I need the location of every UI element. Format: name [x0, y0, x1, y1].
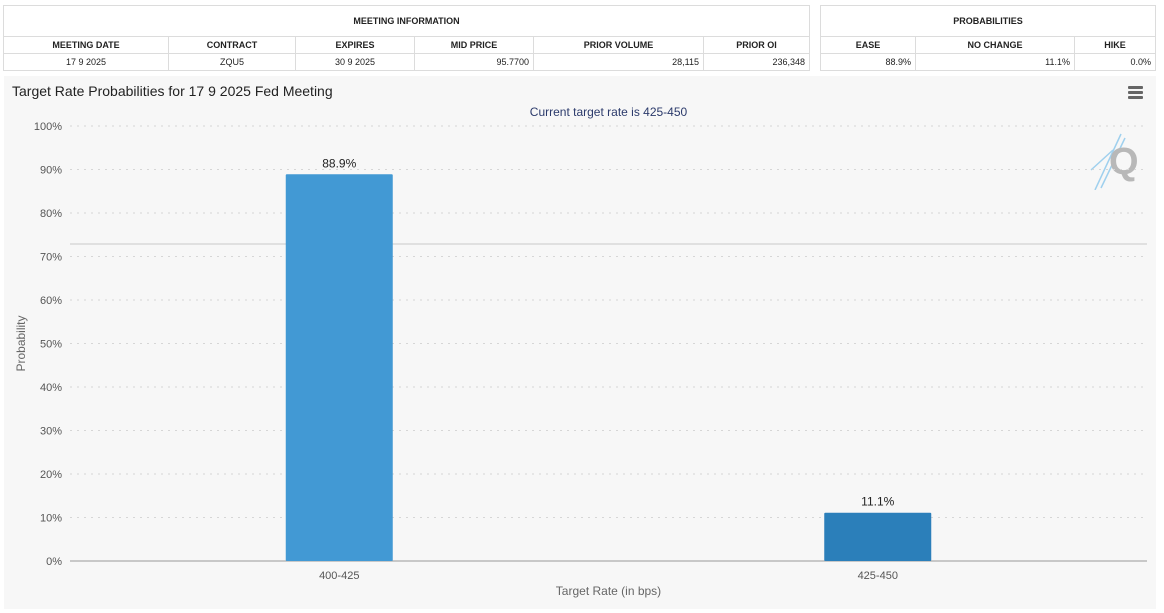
y-axis-title: Probability: [14, 315, 28, 371]
probabilities-table: PROBABILITIES EASE NO CHANGE HIKE 88.9% …: [820, 5, 1156, 71]
y-tick-label: 100%: [34, 121, 62, 133]
header-prior-oi: PRIOR OI: [703, 36, 810, 54]
bar-400-425[interactable]: [285, 174, 393, 561]
header-hike: HIKE: [1074, 36, 1156, 54]
y-tick-label: 50%: [40, 339, 62, 351]
header-expires: EXPIRES: [295, 36, 415, 54]
y-tick-label: 0%: [46, 556, 62, 568]
y-tick-label: 30%: [40, 426, 62, 438]
x-tick-label: 400-425: [319, 570, 359, 582]
header-ease: EASE: [820, 36, 916, 54]
probabilities-title: PROBABILITIES: [820, 5, 1156, 37]
header-no-change: NO CHANGE: [915, 36, 1075, 54]
meeting-information-table: MEETING INFORMATION MEETING DATE CONTRAC…: [3, 5, 810, 71]
meeting-date-value: 17 9 2025: [3, 53, 169, 71]
y-tick-label: 20%: [40, 469, 62, 481]
contract-value: ZQU5: [168, 53, 296, 71]
ease-value: 88.9%: [820, 53, 916, 71]
y-tick-label: 70%: [40, 252, 62, 264]
header-meeting-date: MEETING DATE: [3, 36, 169, 54]
header-prior-volume: PRIOR VOLUME: [533, 36, 704, 54]
q-logo-icon: Q: [1090, 133, 1139, 190]
header-mid-price: MID PRICE: [414, 36, 534, 54]
expires-value: 30 9 2025: [295, 53, 415, 71]
chart-title: Target Rate Probabilities for 17 9 2025 …: [12, 83, 333, 99]
svg-text:Q: Q: [1109, 141, 1139, 183]
x-tick-label: 425-450: [858, 570, 898, 582]
chart-panel: Target Rate Probabilities for 17 9 2025 …: [4, 76, 1156, 609]
data-label: 11.1%: [861, 495, 894, 509]
bar-425-450[interactable]: [824, 512, 932, 561]
hike-value: 0.0%: [1074, 53, 1156, 71]
table-row: 17 9 2025 ZQU5 30 9 2025 95.7700 28,115 …: [3, 53, 810, 71]
header-contract: CONTRACT: [168, 36, 296, 54]
y-tick-label: 10%: [40, 513, 62, 525]
y-tick-label: 80%: [40, 208, 62, 220]
prior-oi-value: 236,348: [703, 53, 810, 71]
y-tick-label: 40%: [40, 382, 62, 394]
hamburger-menu-icon[interactable]: [1128, 86, 1143, 99]
meeting-information-title: MEETING INFORMATION: [3, 5, 810, 37]
y-tick-label: 60%: [40, 295, 62, 307]
chart-subtitle: Current target rate is 425-450: [530, 105, 688, 119]
no-change-value: 11.1%: [915, 53, 1075, 71]
mid-price-value: 95.7700: [414, 53, 534, 71]
data-label: 88.9%: [322, 156, 356, 170]
prior-volume-value: 28,115: [533, 53, 704, 71]
x-axis-title: Target Rate (in bps): [556, 584, 661, 598]
y-tick-label: 90%: [40, 165, 62, 177]
bar-chart: 0% 10% 20% 30% 40% 50% 60% 70% 80% 90% 100% 88.9% 1…: [14, 105, 1147, 598]
table-row: 88.9% 11.1% 0.0%: [820, 53, 1156, 71]
